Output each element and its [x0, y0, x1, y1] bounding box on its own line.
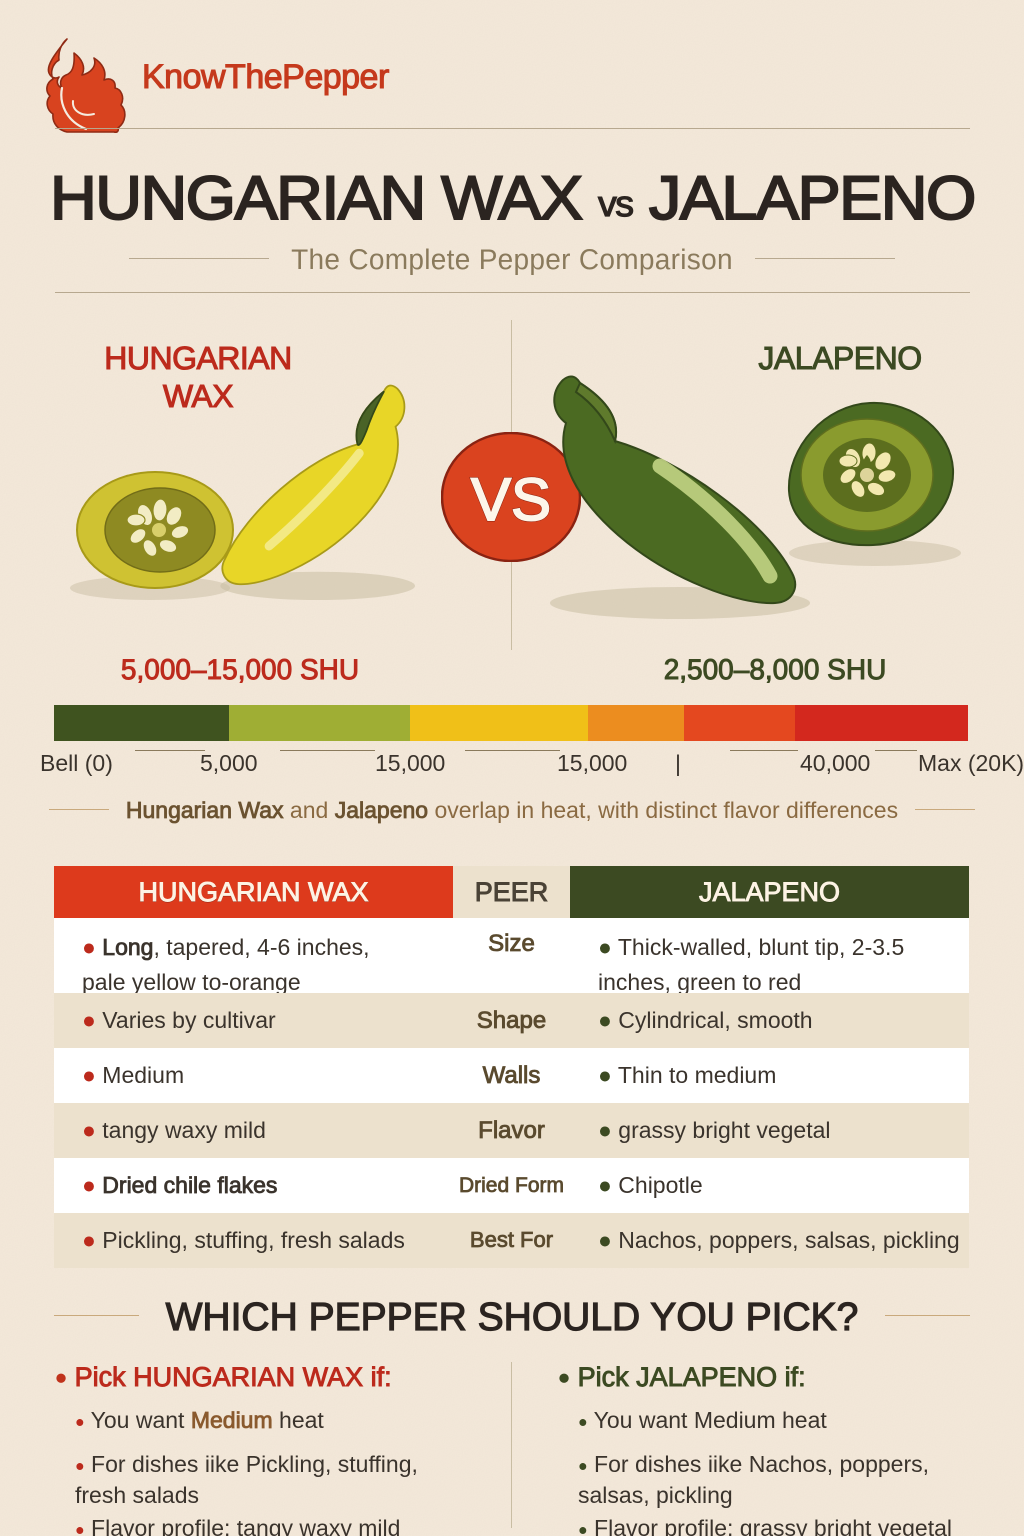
svg-text:VS: VS: [469, 466, 551, 533]
